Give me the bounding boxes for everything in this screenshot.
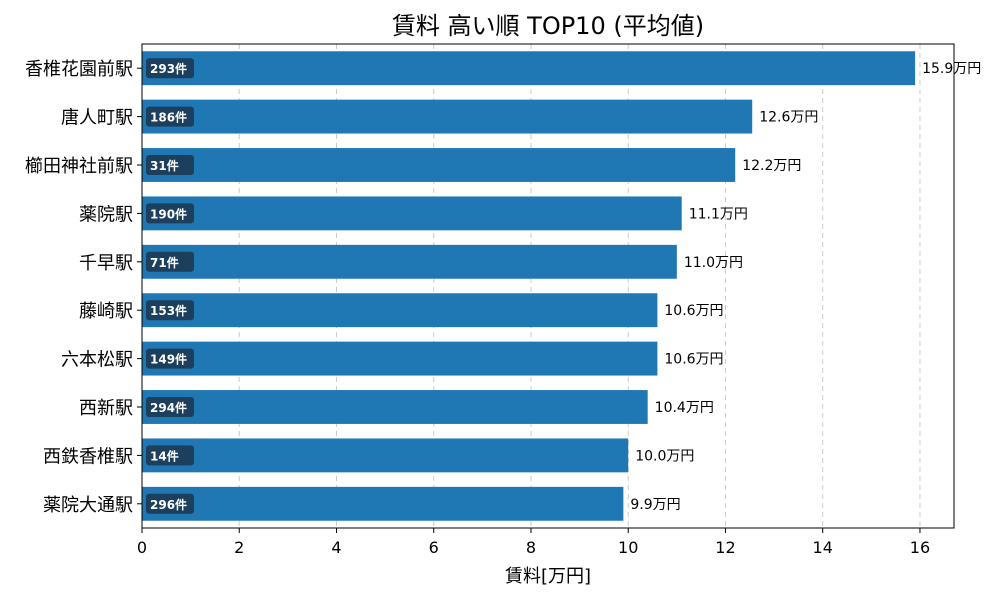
category-label: 薬院大通駅 — [43, 495, 133, 516]
x-tick-label: 16 — [910, 538, 930, 557]
bar — [142, 293, 658, 328]
bar — [142, 196, 682, 231]
bar-value-label: 15.9万円 — [922, 61, 981, 77]
bar-value-label: 10.0万円 — [635, 448, 694, 464]
bar-value-label: 11.1万円 — [689, 206, 748, 222]
y-axis: 香椎花園前駅唐人町駅櫛田神社前駅薬院駅千早駅藤崎駅六本松駅西新駅西鉄香椎駅薬院大… — [25, 59, 142, 516]
x-tick-label: 10 — [618, 538, 638, 557]
count-badge — [146, 348, 194, 369]
x-tick-label: 8 — [526, 538, 536, 557]
count-badge — [146, 106, 194, 127]
count-label: 296件 — [150, 497, 187, 512]
bar — [142, 486, 624, 521]
bar — [142, 244, 677, 279]
count-badge — [146, 251, 194, 272]
category-label: 西鉄香椎駅 — [43, 446, 133, 467]
bar-value-label: 10.4万円 — [655, 400, 714, 416]
count-badge — [146, 397, 194, 417]
bar — [142, 148, 736, 182]
count-label: 71件 — [150, 255, 179, 270]
count-label: 153件 — [150, 303, 187, 318]
bar — [142, 99, 753, 134]
count-badge — [146, 300, 194, 321]
bar-value-label: 12.2万円 — [742, 158, 801, 174]
count-label: 186件 — [150, 110, 187, 125]
category-label: 千早駅 — [79, 253, 133, 274]
category-label: 藤崎駅 — [79, 301, 133, 322]
chart-title: 賃料 高い順 TOP10 (平均値) — [392, 12, 704, 40]
bar — [142, 438, 629, 473]
count-badge — [146, 155, 194, 175]
count-label: 190件 — [150, 206, 187, 221]
count-badge — [146, 58, 194, 79]
bar-value-label: 10.6万円 — [664, 303, 723, 319]
bar-value-label: 9.9万円 — [630, 497, 680, 513]
plot-frame — [141, 43, 955, 529]
category-label: 櫛田神社前駅 — [25, 156, 133, 177]
count-label: 31件 — [150, 158, 179, 173]
x-tick-label: 4 — [331, 538, 341, 557]
bar — [142, 390, 648, 424]
count-badge — [146, 445, 194, 466]
count-label: 294件 — [150, 400, 187, 415]
x-tick-label: 12 — [715, 538, 735, 557]
category-label: 薬院駅 — [79, 204, 133, 225]
count-label: 293件 — [150, 61, 187, 76]
count-badge — [146, 203, 194, 224]
category-label: 西新駅 — [79, 398, 133, 419]
bar-value-label: 11.0万円 — [684, 255, 743, 271]
category-label: 香椎花園前駅 — [25, 59, 133, 80]
bars: 293件 15.9万円 186件 12.6万円 31件 12.2万円 190件 11.1万円 7… — [142, 51, 981, 521]
category-label: 唐人町駅 — [61, 108, 133, 129]
x-axis: 0 2 4 6 8 10 12 14 16 — [137, 528, 930, 557]
bar-value-label: 12.6万円 — [759, 110, 818, 126]
bar — [142, 51, 916, 86]
count-badge — [146, 493, 194, 514]
x-tick-label: 0 — [137, 538, 147, 557]
x-axis-label: 賃料[万円] — [505, 566, 591, 587]
bar — [142, 341, 658, 376]
category-label: 六本松駅 — [61, 350, 133, 371]
count-label: 14件 — [150, 448, 179, 463]
x-tick-label: 6 — [429, 538, 439, 557]
x-tick-label: 2 — [234, 538, 244, 557]
x-tick-label: 14 — [813, 538, 833, 557]
bar-value-label: 10.6万円 — [664, 352, 723, 368]
count-label: 149件 — [150, 352, 187, 367]
